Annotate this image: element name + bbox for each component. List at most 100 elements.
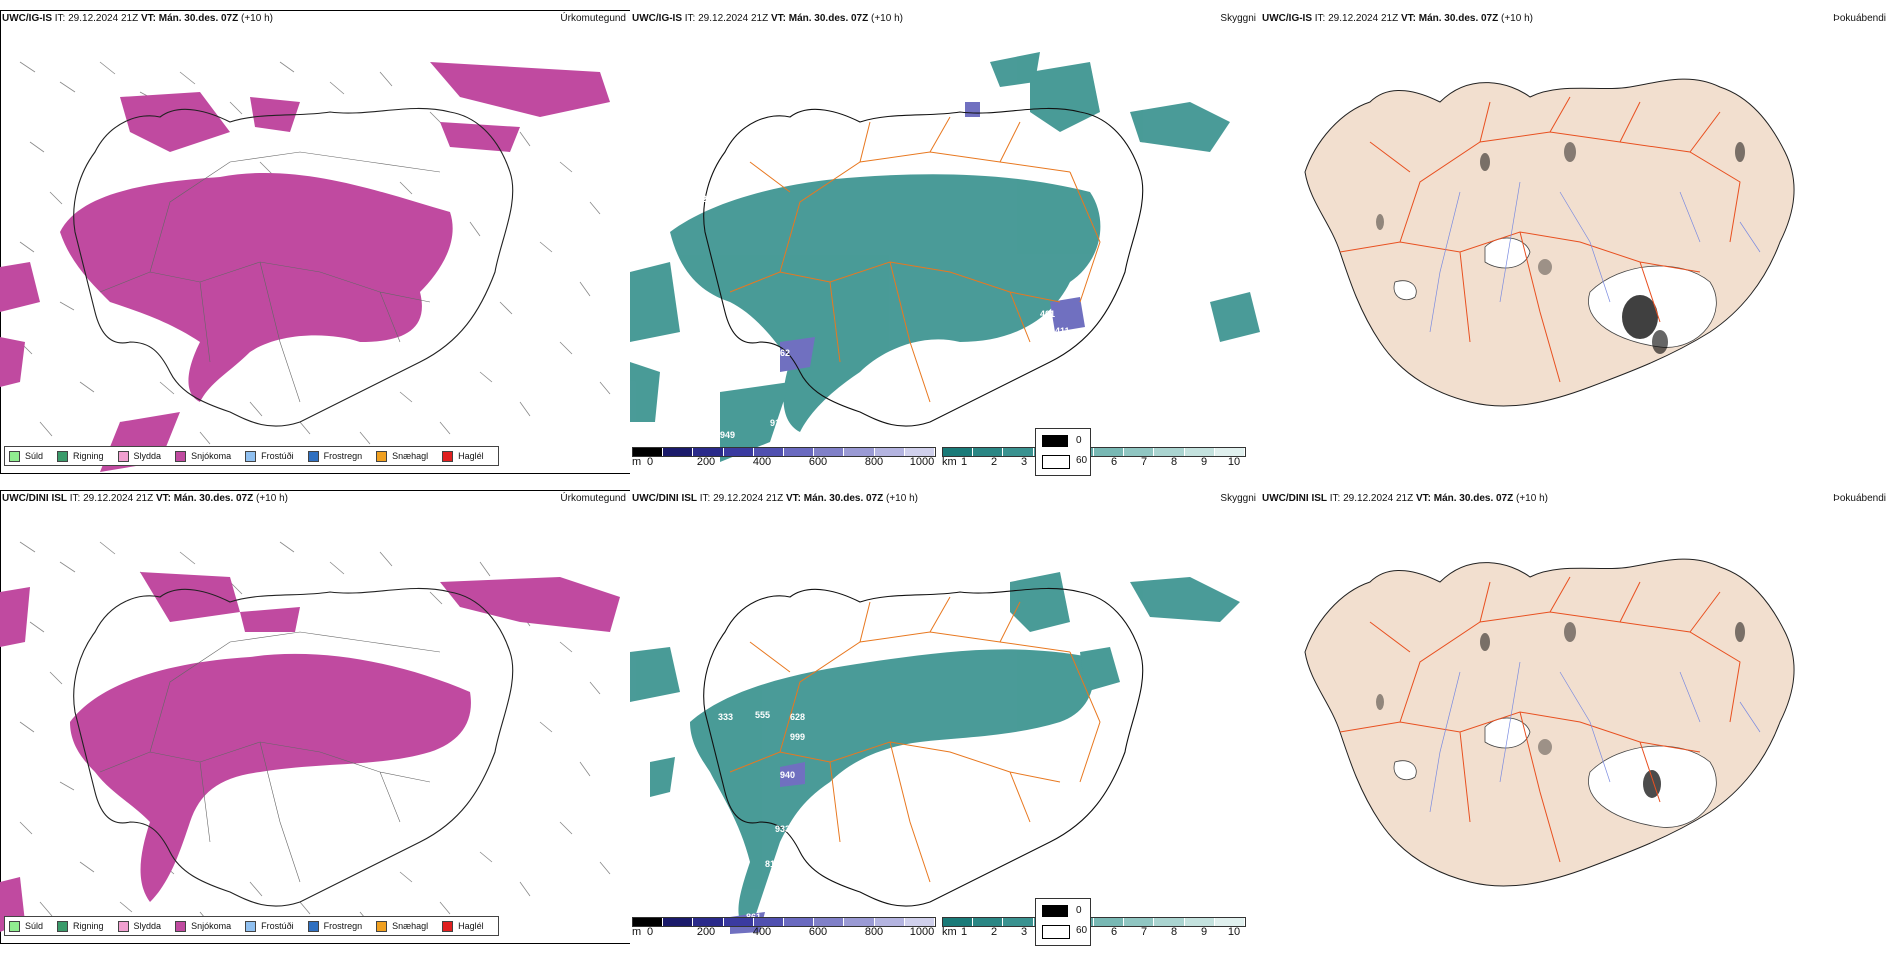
vt-label: VT:	[1415, 493, 1431, 504]
visibility-tick: 9	[1200, 926, 1208, 938]
legend-item: Snjókoma	[175, 920, 231, 932]
visibility-tick: 6	[1110, 926, 1118, 938]
visibility-unit: km	[942, 926, 957, 938]
legend-swatch	[117, 920, 129, 932]
legend-swatch	[307, 920, 319, 932]
legend-swatch	[9, 920, 20, 932]
panel-title: Þokuábendi	[1833, 493, 1886, 504]
legend-swatch	[307, 450, 319, 462]
snow-areas	[0, 62, 610, 472]
road-lines	[99, 631, 441, 883]
it-label: IT:	[684, 13, 696, 24]
ceiling-tick: 600	[808, 926, 828, 938]
visibility-colorbar: km 1 2 3 4 5 6 7 8 9 10	[942, 917, 1252, 939]
vt-label: VT:	[770, 13, 786, 24]
fog-map	[1304, 558, 1795, 887]
visibility-map: 333 555 628 999 825 46 940 933 816 323 8…	[630, 572, 1240, 934]
legend-item: Súld	[9, 920, 43, 932]
precip-panel-row1: UWC/IG-IS IT: 29.12.2024 21Z VT: Mán. 30…	[0, 10, 632, 475]
vt-value: Mán. 30.des. 07Z	[173, 493, 254, 504]
precip-legend: Súld Rigning Slydda Snjókoma Frostúði Fr…	[4, 916, 499, 936]
fog-visibility-areas	[630, 52, 1260, 462]
panel-header: UWC/IG-IS IT: 29.12.2024 21Z VT: Mán. 30…	[1262, 13, 1886, 31]
ceiling-label: 333	[718, 712, 733, 722]
panel-title: Úrkomutegund	[560, 493, 626, 504]
legend-swatch	[245, 450, 257, 462]
vt-value: Mán. 30.des. 07Z	[788, 13, 869, 24]
precip-legend: Súld Rigning Slydda Snjókoma Frostúði Fr…	[4, 446, 499, 466]
vt-label: VT:	[1400, 13, 1416, 24]
vt-value: Mán. 30.des. 07Z	[1418, 13, 1499, 24]
snow-areas	[0, 572, 620, 932]
ceiling-label: 686	[678, 210, 693, 220]
ceiling-label: 914	[770, 418, 785, 428]
legend-label: Snæhagl	[392, 921, 429, 931]
legend-swatch	[376, 450, 388, 462]
ceiling-unit: m	[632, 926, 642, 938]
iceland-outline	[73, 107, 514, 427]
legend-swatch	[376, 920, 388, 932]
road-lines	[99, 151, 441, 403]
fog-legend-low-swatch	[1042, 455, 1070, 469]
visibility-unit: km	[942, 456, 957, 468]
fog-legend-low-label: 60	[1076, 925, 1088, 936]
ceiling-ticks: m 0 200 400 600 800 1000	[632, 456, 942, 468]
legend-swatch	[442, 920, 454, 932]
model-name: UWC/IG-IS	[2, 13, 52, 24]
legend-swatch	[9, 450, 20, 462]
ceiling-colorbar-strip	[632, 447, 936, 457]
fog-legend-low-label: 60	[1076, 455, 1088, 466]
legend-label: Frostregn	[323, 921, 363, 931]
legend-item: Snæhagl	[376, 920, 429, 932]
legend-item: Snæhagl	[376, 450, 428, 462]
legend-item: Rigning	[57, 920, 104, 932]
road-lines	[729, 116, 1101, 403]
iceland-land	[1304, 558, 1795, 887]
legend-item: Snjókoma	[175, 450, 231, 462]
legend-item: Frostregn	[307, 920, 363, 932]
fog-legend: 0 60	[1035, 898, 1091, 946]
fog-panel-row2: UWC/DINI ISL IT: 29.12.2024 21Z VT: Mán.…	[1035, 490, 1890, 955]
legend-swatch	[57, 450, 69, 462]
legend-label: Frostúði	[261, 451, 294, 461]
ceiling-label: 411	[1055, 326, 1070, 336]
visibility-tick: 1	[960, 456, 968, 468]
it-label: IT:	[1314, 13, 1326, 24]
visibility-colorbar: km 1 2 3 4 5 6 7 8 9 10	[942, 447, 1252, 469]
river-lines	[1429, 661, 1761, 813]
visibility-panel-row1: UWC/IG-IS IT: 29.12.2024 21Z VT: Mán. 30…	[630, 10, 1260, 475]
lead-time: (+10 h)	[1501, 13, 1533, 24]
legend-item: Slydda	[117, 450, 161, 462]
legend-label: Frostúði	[261, 921, 294, 931]
it-value: 29.12.2024 21Z	[698, 13, 769, 24]
visibility-tick: 2	[990, 926, 998, 938]
visibility-tick: 1	[960, 926, 968, 938]
river-lines	[1429, 181, 1761, 333]
panel-header: UWC/IG-IS IT: 29.12.2024 21Z VT: Mán. 30…	[2, 13, 626, 31]
ceiling-tick: 200	[696, 926, 716, 938]
fog-shading	[1376, 142, 1745, 354]
model-name: UWC/DINI ISL	[2, 493, 67, 504]
panel-title: Þokuábendi	[1833, 13, 1886, 24]
ceiling-tick: 600	[808, 456, 828, 468]
lead-time: (+10 h)	[1516, 493, 1548, 504]
lead-time: (+10 h)	[256, 493, 288, 504]
legend-swatch	[245, 920, 257, 932]
fog-panel-row1: UWC/IG-IS IT: 29.12.2024 21Z VT: Mán. 30…	[1035, 10, 1890, 476]
ceiling-tick: 400	[752, 926, 772, 938]
road-lines	[1339, 96, 1741, 383]
vt-label: VT:	[155, 493, 171, 504]
legend-label: Súld	[25, 451, 44, 461]
legend-item: Haglél	[442, 920, 484, 932]
legend-label: Haglél	[458, 451, 484, 461]
legend-item: Frostúði	[245, 920, 294, 932]
ceiling-label: 172	[692, 194, 707, 204]
fog-legend-low-swatch	[1042, 925, 1070, 939]
visibility-tick: 10	[1227, 456, 1241, 468]
visibility-tick: 8	[1170, 926, 1178, 938]
visibility-ticks: km 1 2 3 4 5 6 7 8 9 10	[942, 926, 1252, 938]
visibility-tick: 2	[990, 456, 998, 468]
ceiling-colorbar: m 0 200 400 600 800 1000	[632, 917, 942, 939]
it-value: 29.12.2024 21Z	[713, 493, 784, 504]
visibility-tick: 7	[1140, 456, 1148, 468]
